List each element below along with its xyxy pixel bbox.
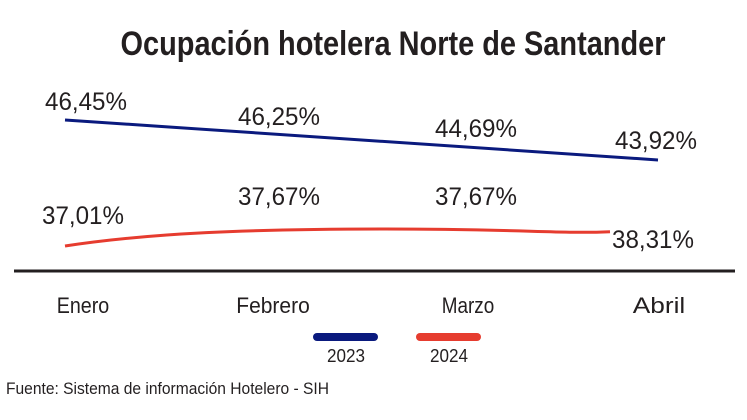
x-tick-label: Marzo [442, 293, 495, 318]
legend-label: 2024 [430, 346, 468, 366]
data-label: 38,31% [612, 226, 694, 254]
data-label: 37,67% [238, 183, 320, 211]
x-tick-label: Enero [57, 293, 110, 318]
data-label: 46,25% [238, 103, 320, 131]
data-label: 44,69% [435, 115, 517, 143]
chart-title: Ocupación hotelera Norte de Santander [121, 25, 666, 63]
x-tick-label: Febrero [236, 293, 310, 318]
source-note: Fuente: Sistema de información Hotelero … [6, 379, 329, 398]
series-line-2024 [64, 227, 611, 248]
data-label: 43,92% [615, 127, 697, 155]
legend-label: 2023 [327, 346, 365, 366]
data-label: 46,45% [45, 88, 127, 116]
data-label: 37,67% [435, 183, 517, 211]
data-label: 37,01% [42, 202, 124, 230]
x-tick-label: Abril [633, 293, 686, 318]
series-line-2023 [64, 118, 659, 162]
